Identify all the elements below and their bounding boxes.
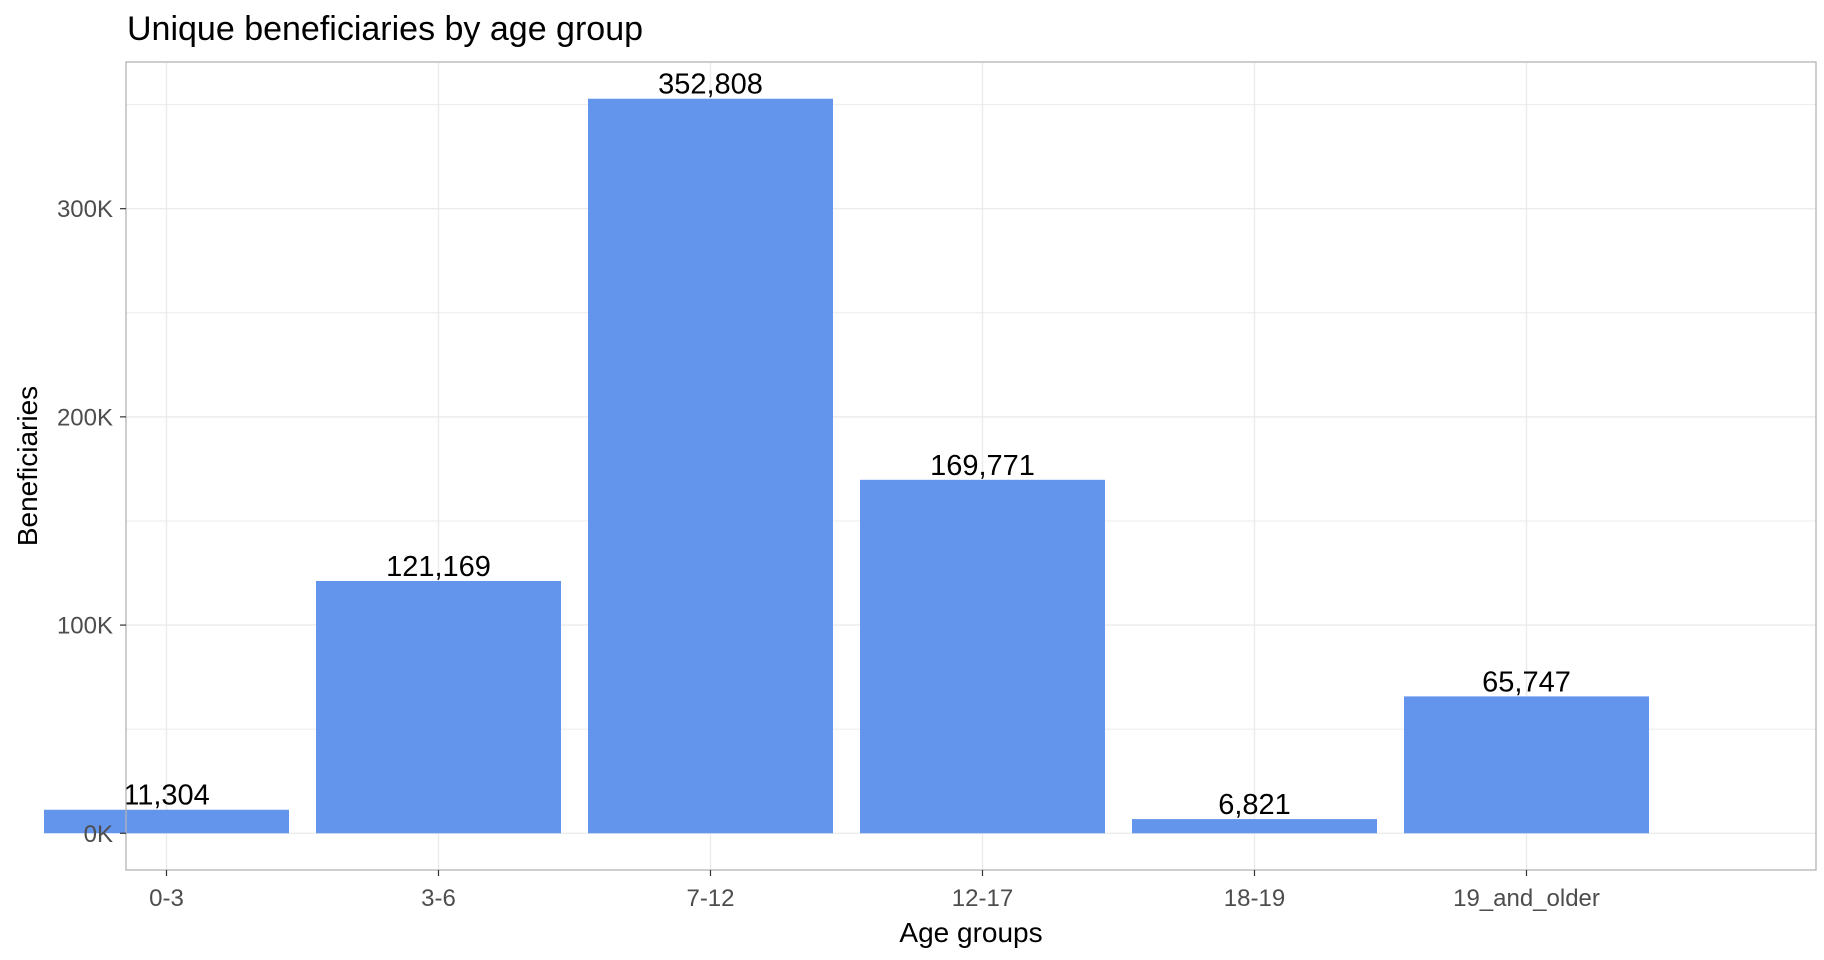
bar-7-12 [588, 98, 833, 834]
y-tick-label: 200K [57, 404, 113, 431]
y-tick-label: 0K [84, 821, 113, 848]
data-label: 6,821 [1218, 789, 1291, 821]
panel-border [125, 61, 1817, 871]
bar-12-17 [860, 479, 1105, 834]
data-label: 169,771 [930, 450, 1035, 482]
data-label: 65,747 [1482, 666, 1571, 698]
bar-19_and_older [1404, 696, 1649, 834]
y-axis-ticks: 0K 100K 200K 300K [57, 196, 126, 848]
x-tick-label: 7-12 [686, 885, 734, 912]
x-tick-label: 3-6 [421, 885, 456, 912]
bar-0-3 [44, 809, 289, 834]
y-tick-label: 100K [57, 613, 113, 640]
data-label: 11,304 [123, 780, 210, 812]
x-tick-label: 18-19 [1224, 885, 1285, 912]
bar-3-6 [316, 580, 561, 834]
x-tick-label: 19_and_older [1453, 885, 1600, 912]
x-axis-title: Age groups [899, 917, 1042, 948]
y-tick-label: 300K [57, 196, 113, 223]
data-label: 352,808 [658, 69, 763, 101]
chart-title: Unique beneficiaries by age group [127, 10, 643, 48]
data-label: 121,169 [386, 551, 491, 583]
x-tick-label: 12-17 [952, 885, 1013, 912]
x-axis-ticks: 0-3 3-6 7-12 12-17 18-19 19_and_older [149, 870, 1600, 912]
y-axis-title: Beneficiaries [12, 386, 43, 546]
bar-18-19 [1132, 819, 1377, 834]
data-labels-group: 11,304 121,169 352,808 169,771 6,821 65,747 [123, 69, 1571, 821]
bars-group [44, 98, 1649, 834]
x-tick-label: 0-3 [149, 885, 184, 912]
